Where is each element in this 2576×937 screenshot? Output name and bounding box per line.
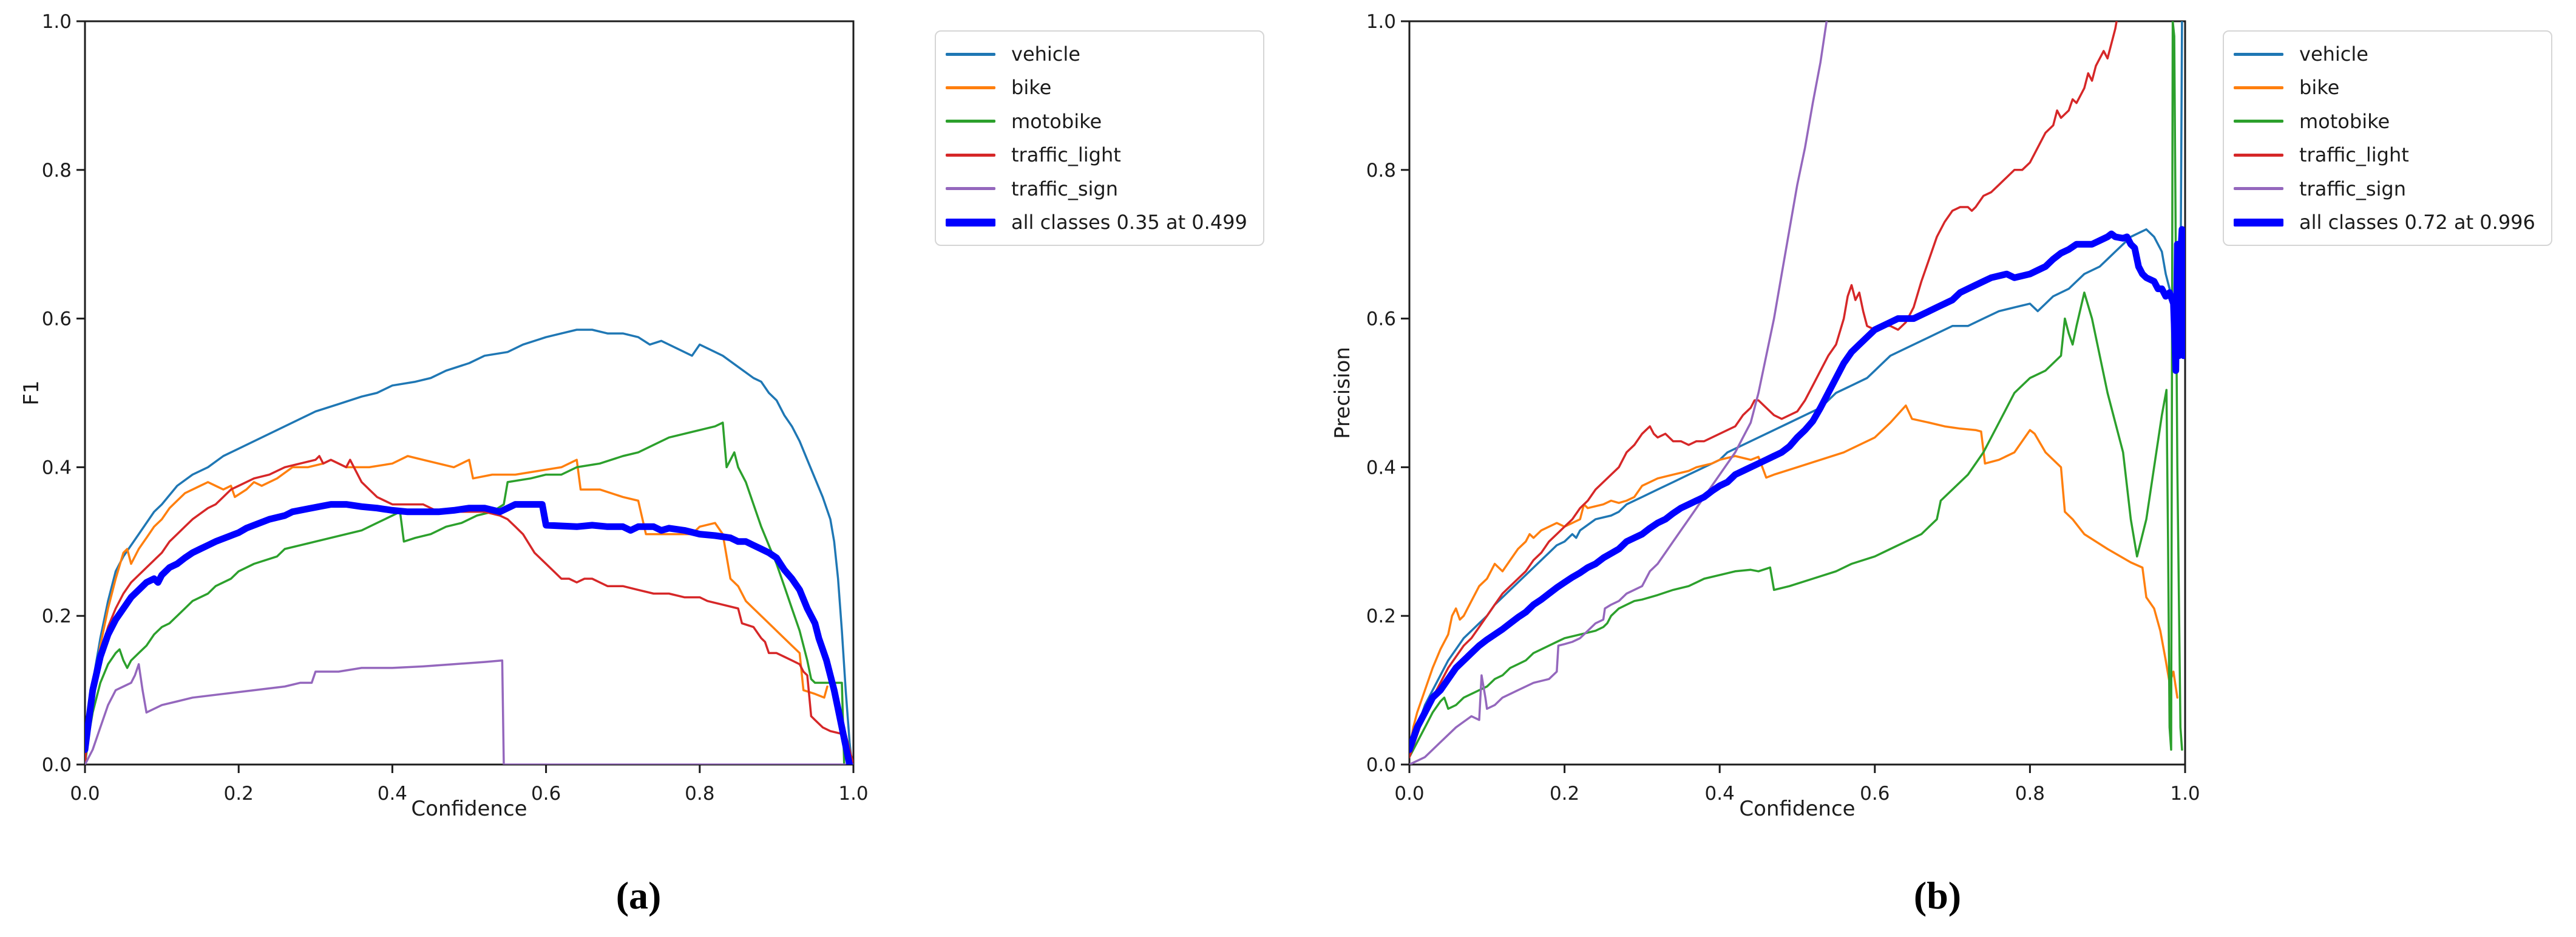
traffic-light-line-swatch [946,153,995,157]
y-tick-label: 0.8 [1366,160,1396,182]
x-tick-label: 0.2 [1550,783,1579,805]
legend-item-bike: bike [2234,76,2535,99]
x-tick-label: 1.0 [838,783,868,805]
series-line-all-classes [1409,226,2185,753]
y-tick-label: 1.0 [42,11,72,33]
legend-label-all-classes: all classes 0.72 at 0.996 [2299,210,2535,234]
legend-label-all-classes: all classes 0.35 at 0.499 [1011,210,1247,234]
confidence-axis-label-b: Confidence [1739,797,1856,821]
all-classes-line-swatch [2234,218,2283,227]
legend-item-bike: bike [946,76,1247,99]
legend-box-f1: vehicle bike motobike traffic_light traf… [935,30,1264,247]
legend-label-bike: bike [1011,76,1052,100]
series-line-motobike [85,421,846,765]
y-tick-label: 1.0 [1366,11,1396,33]
legend-label-vehicle: vehicle [2299,43,2368,66]
caption-a: (a) [615,874,662,917]
f1-axis-label: F1 [19,380,44,406]
legend-label-traffic-sign: traffic_sign [2299,177,2406,200]
legend-item-traffic-light: traffic_light [2234,143,2535,166]
legend-label-motobike: motobike [1011,109,1102,133]
legend-item-vehicle: vehicle [946,43,1247,66]
legend-item-motobike: motobike [2234,110,2535,133]
series-line-traffic_light [85,455,853,765]
legend-label-traffic-light: traffic_light [1011,143,1121,167]
vehicle-line-swatch [2234,52,2283,56]
y-tick-label: 0.2 [42,605,72,627]
all-classes-line-swatch [946,218,995,227]
x-tick-label: 0.2 [224,783,254,805]
precision-axis-label: Precision [1330,347,1355,439]
legend-box-precision: vehicle bike motobike traffic_light traf… [2223,30,2552,247]
legend-label-vehicle: vehicle [1011,43,1080,66]
x-tick-label: 1.0 [2170,783,2200,805]
series-line-vehicle [1409,21,2183,751]
series-line-bike [1409,404,2178,751]
legend-item-traffic-sign: traffic_sign [2234,177,2535,200]
vehicle-line-swatch [946,52,995,56]
y-tick-label: 0.0 [42,754,72,776]
x-tick-label: 0.4 [378,783,407,805]
legend-item-motobike: motobike [946,110,1247,133]
legend-label-motobike: motobike [2299,109,2390,133]
y-tick-label: 0.8 [42,160,72,182]
x-tick-label: 0.0 [70,783,100,805]
legend-item-vehicle: vehicle [2234,43,2535,66]
y-tick-label: 0.2 [1366,605,1396,627]
series-line-traffic_light [1409,21,2118,758]
x-tick-label: 0.0 [1394,783,1424,805]
traffic-light-line-swatch [2234,153,2283,157]
series-line-traffic_sign [85,659,853,765]
caption-b: (b) [1913,874,1962,917]
series-line-motobike [1409,21,2183,758]
traffic-sign-line-swatch [2234,187,2283,191]
motobike-line-swatch [2234,120,2283,123]
y-tick-label: 0.6 [42,308,72,330]
series-line-vehicle [85,329,853,765]
legend-item-traffic-light: traffic_light [946,143,1247,166]
y-tick-label: 0.4 [42,457,72,479]
chart-f1-confidence: 0.0 0.2 0.4 0.6 0.8 1.0 0.0 0.2 0.4 0.6 0.8 1.0 [42,11,869,805]
traffic-sign-line-swatch [946,187,995,191]
series-line-traffic_sign [1409,21,1828,765]
x-tick-label: 0.4 [1705,783,1735,805]
x-tick-label: 0.8 [2015,783,2045,805]
legend-label-traffic-sign: traffic_sign [1011,177,1118,200]
motobike-line-swatch [946,120,995,123]
chart-precision-confidence: 0.0 0.2 0.4 0.6 0.8 1.0 0.0 0.2 0.4 0.6 0.8 1.0 [1366,11,2200,805]
y-tick-label: 0.0 [1366,754,1396,776]
y-tick-label: 0.4 [1366,457,1396,479]
bike-line-swatch [2234,86,2283,90]
series-line-all-classes [85,501,853,765]
x-tick-label: 0.6 [531,783,561,805]
x-tick-label: 0.6 [1860,783,1890,805]
legend-item-traffic-sign: traffic_sign [946,177,1247,200]
plot-frame [84,20,855,766]
plot-frame [1408,20,2186,766]
legend-item-all-classes: all classes 0.72 at 0.996 [2234,211,2535,234]
x-tick-label: 0.8 [685,783,714,805]
bike-line-swatch [946,86,995,90]
legend-label-bike: bike [2299,76,2340,100]
series-line-bike [85,455,829,765]
y-tick-label: 0.6 [1366,308,1396,330]
legend-item-all-classes: all classes 0.35 at 0.499 [946,211,1247,234]
legend-label-traffic-light: traffic_light [2299,143,2409,167]
confidence-axis-label-a: Confidence [411,797,527,821]
